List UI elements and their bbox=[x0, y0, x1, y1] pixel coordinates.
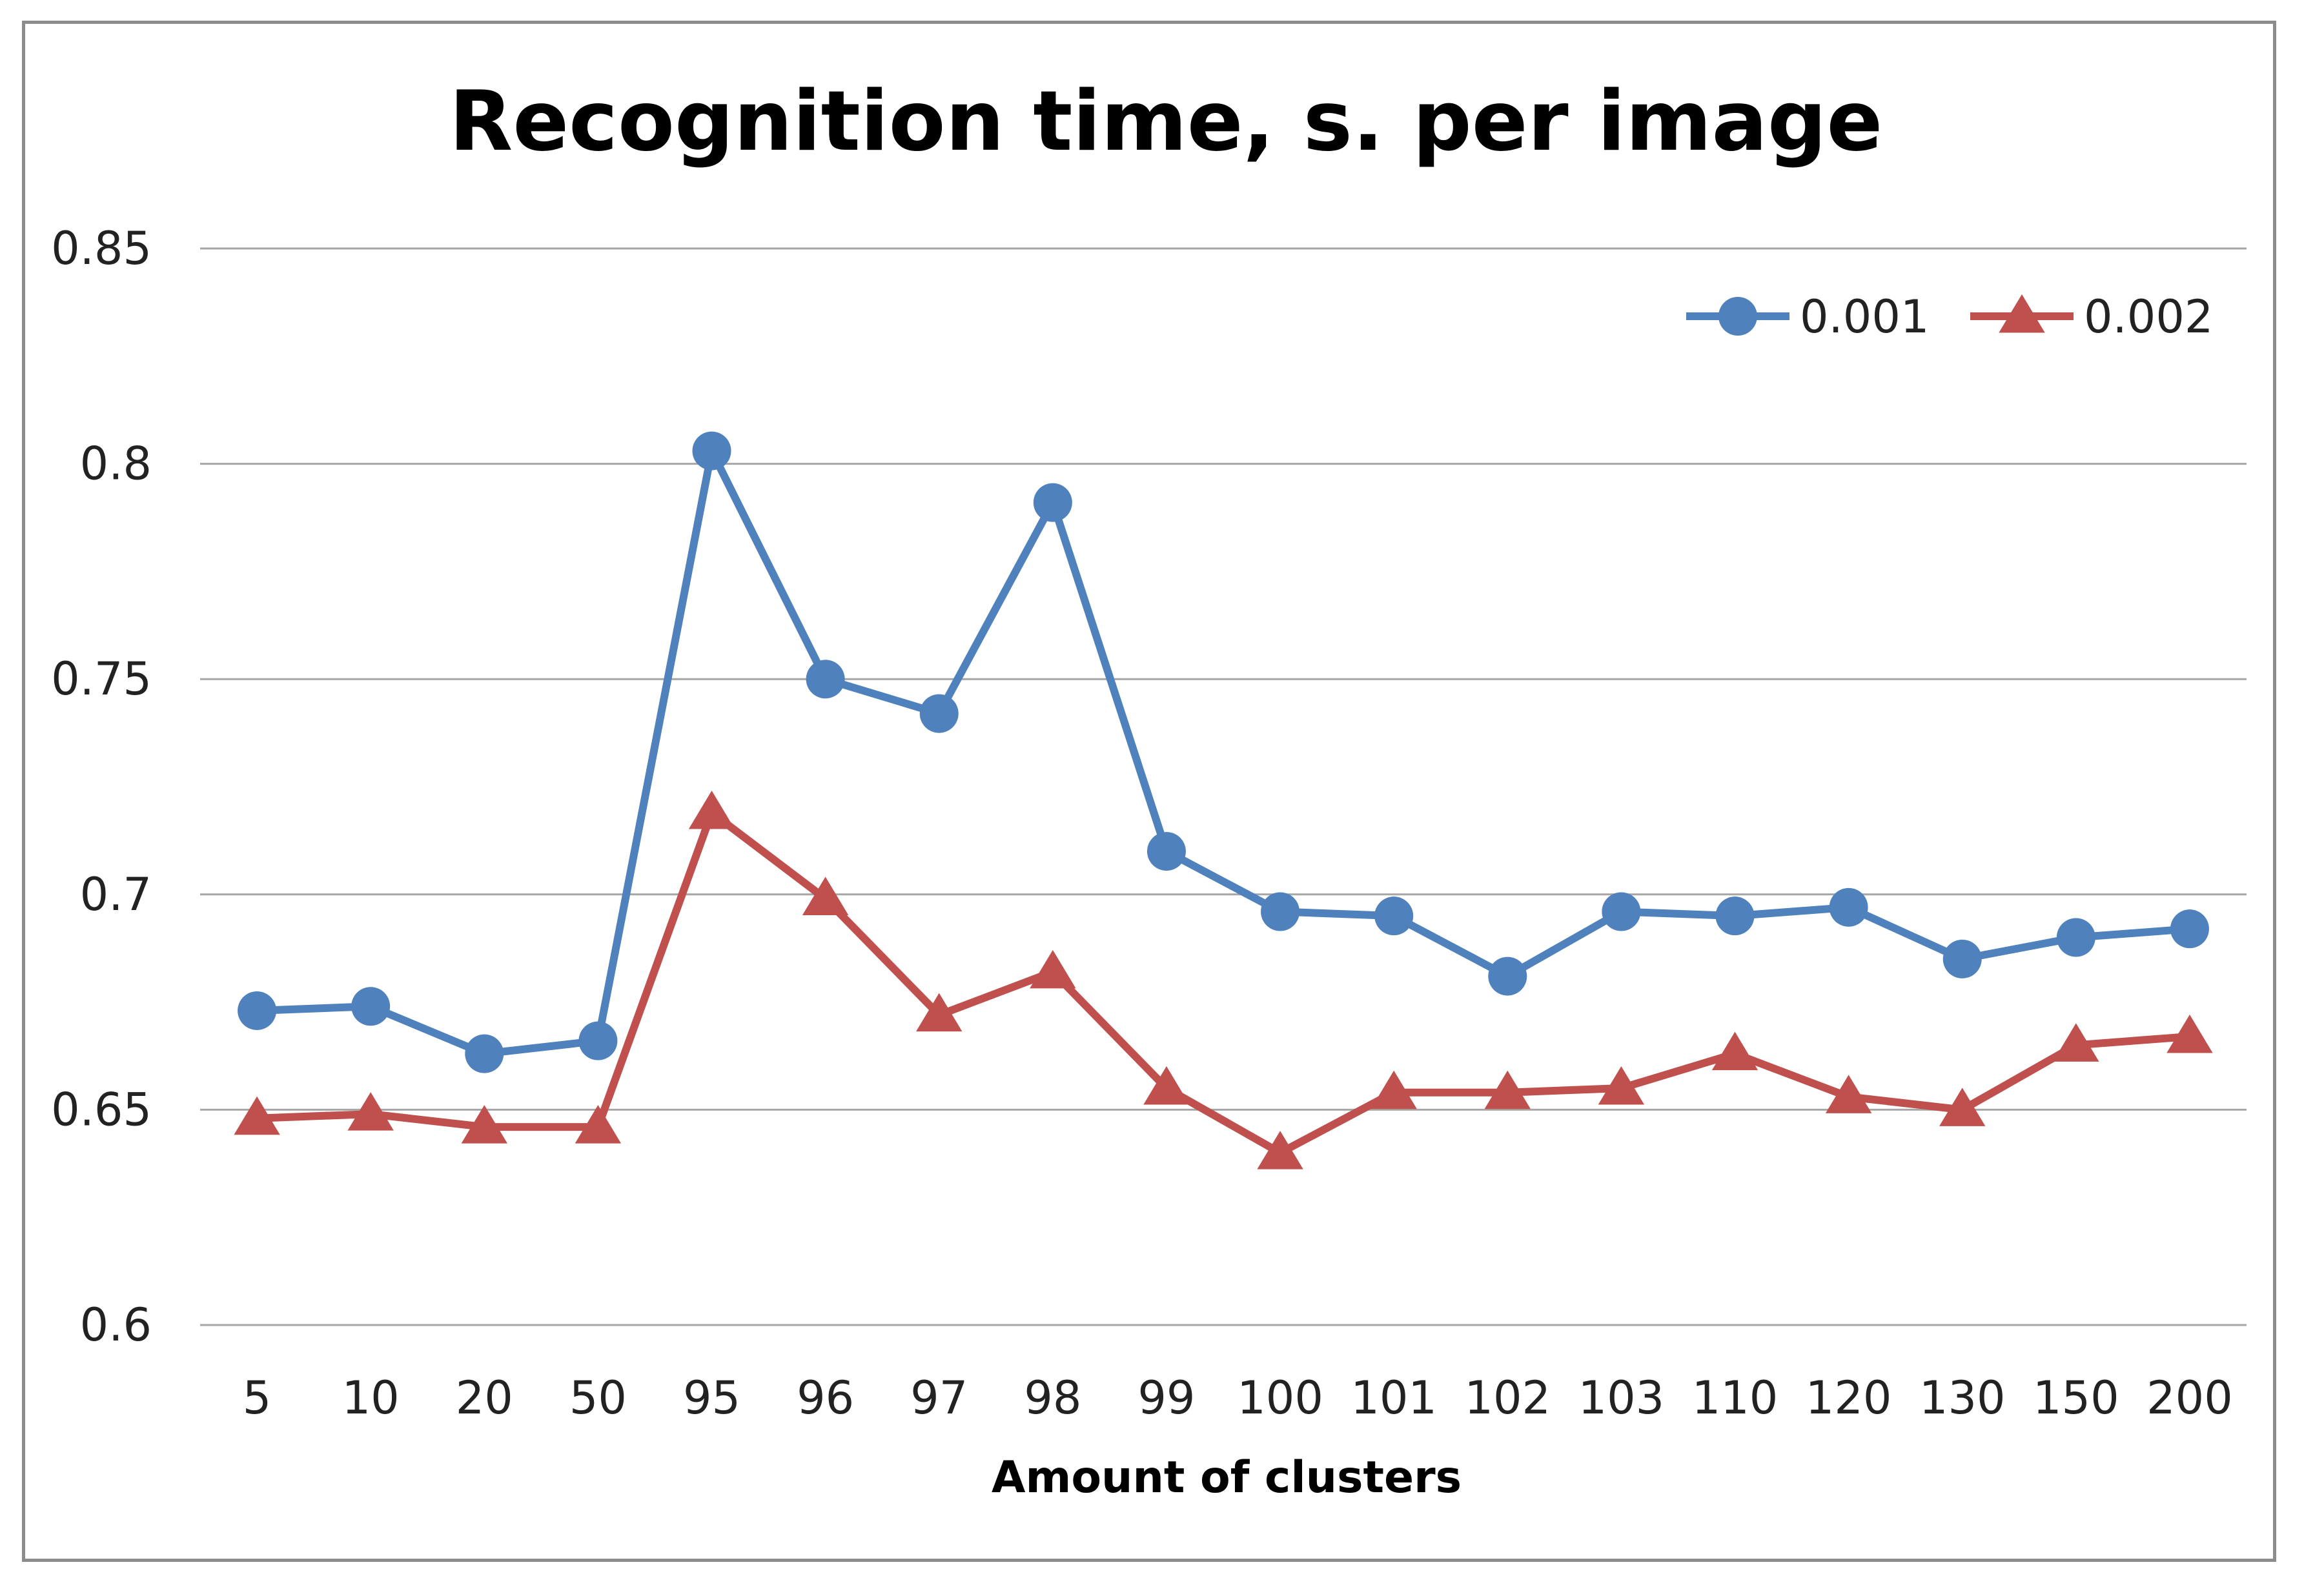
data-point bbox=[1030, 949, 1076, 989]
data-point bbox=[1715, 896, 1755, 936]
x-tick-label: 150 bbox=[2033, 1371, 2119, 1424]
data-point bbox=[1488, 956, 1527, 996]
x-tick-label: 97 bbox=[910, 1371, 968, 1424]
legend-swatch-marker bbox=[1718, 297, 1757, 336]
data-point bbox=[919, 694, 959, 733]
x-tick-label: 100 bbox=[1237, 1371, 1323, 1424]
x-tick-label: 130 bbox=[1919, 1371, 2006, 1424]
y-tick-label: 0.65 bbox=[51, 1083, 152, 1136]
x-tick-label: 96 bbox=[797, 1371, 854, 1424]
data-point bbox=[688, 791, 735, 829]
data-point bbox=[578, 1021, 618, 1060]
data-point bbox=[2056, 918, 2095, 957]
data-point bbox=[2170, 909, 2209, 949]
data-point bbox=[1711, 1031, 1758, 1071]
data-point bbox=[802, 876, 849, 915]
x-tick-label: 50 bbox=[569, 1371, 627, 1424]
y-tick-label: 0.7 bbox=[80, 868, 152, 921]
y-tick-label: 0.85 bbox=[51, 222, 152, 275]
data-point bbox=[806, 660, 845, 699]
data-point bbox=[1143, 1066, 1190, 1105]
y-tick-label: 0.8 bbox=[80, 438, 152, 491]
data-point bbox=[1371, 1070, 1417, 1109]
series-1 bbox=[234, 791, 2213, 1169]
legend-item-1: 0.002 bbox=[1970, 290, 2213, 343]
x-tick-label: 102 bbox=[1464, 1371, 1551, 1424]
legend-item-0: 0.001 bbox=[1686, 290, 1929, 343]
data-point bbox=[692, 431, 731, 471]
legend: 0.001 0.002 bbox=[1686, 290, 2213, 343]
data-point bbox=[2166, 1014, 2213, 1053]
data-point bbox=[234, 1096, 280, 1135]
data-point bbox=[1942, 939, 1982, 978]
legend-label: 0.001 bbox=[1800, 290, 1929, 343]
x-axis-title: Amount of clusters bbox=[992, 1452, 1462, 1503]
y-tick-label: 0.75 bbox=[51, 653, 152, 705]
series-group bbox=[234, 431, 2213, 1169]
x-tick-label: 10 bbox=[342, 1371, 400, 1424]
data-point bbox=[1147, 832, 1186, 871]
x-tick-label: 110 bbox=[1692, 1371, 1779, 1424]
x-tick-label: 101 bbox=[1351, 1371, 1437, 1424]
data-point bbox=[2053, 1023, 2099, 1062]
gridlines bbox=[200, 247, 2247, 1326]
data-point bbox=[351, 987, 391, 1026]
x-tick-label: 20 bbox=[456, 1371, 513, 1424]
series-line bbox=[256, 447, 2190, 1058]
data-point bbox=[1825, 1075, 1872, 1113]
chart-title: Recognition time, s. per image bbox=[449, 74, 1883, 170]
x-tick-label: 5 bbox=[243, 1371, 272, 1424]
data-point bbox=[238, 991, 277, 1030]
data-point bbox=[1374, 896, 1414, 936]
series-0 bbox=[238, 431, 2209, 1073]
data-point bbox=[1484, 1070, 1531, 1109]
x-tick-label: 103 bbox=[1578, 1371, 1665, 1424]
x-axis-ticks: 5 10 20 50 95 96 97 98 99 100 101 102 103 110 120 130 15… bbox=[243, 1371, 2233, 1424]
legend-label: 0.002 bbox=[2084, 290, 2213, 343]
data-point bbox=[1261, 892, 1300, 931]
x-tick-label: 120 bbox=[1806, 1371, 1892, 1424]
y-axis-ticks: 0.6 0.65 0.7 0.75 0.8 0.85 bbox=[51, 222, 152, 1351]
data-point bbox=[461, 1105, 507, 1144]
data-point bbox=[916, 993, 963, 1032]
x-tick-label: 95 bbox=[683, 1371, 740, 1424]
data-point bbox=[1829, 887, 1868, 927]
y-tick-label: 0.6 bbox=[80, 1299, 152, 1351]
x-tick-label: 98 bbox=[1024, 1371, 1081, 1424]
data-point bbox=[1257, 1131, 1303, 1169]
data-point bbox=[465, 1034, 504, 1073]
data-point bbox=[347, 1092, 394, 1131]
data-point bbox=[1598, 1066, 1645, 1105]
data-point bbox=[1939, 1088, 1986, 1126]
data-point bbox=[1033, 483, 1072, 522]
data-point bbox=[575, 1105, 622, 1144]
x-tick-label: 99 bbox=[1137, 1371, 1195, 1424]
data-point bbox=[1602, 892, 1641, 931]
series-line bbox=[256, 809, 2190, 1157]
x-tick-label: 200 bbox=[2146, 1371, 2233, 1424]
legend-swatch-marker bbox=[1999, 294, 2045, 333]
